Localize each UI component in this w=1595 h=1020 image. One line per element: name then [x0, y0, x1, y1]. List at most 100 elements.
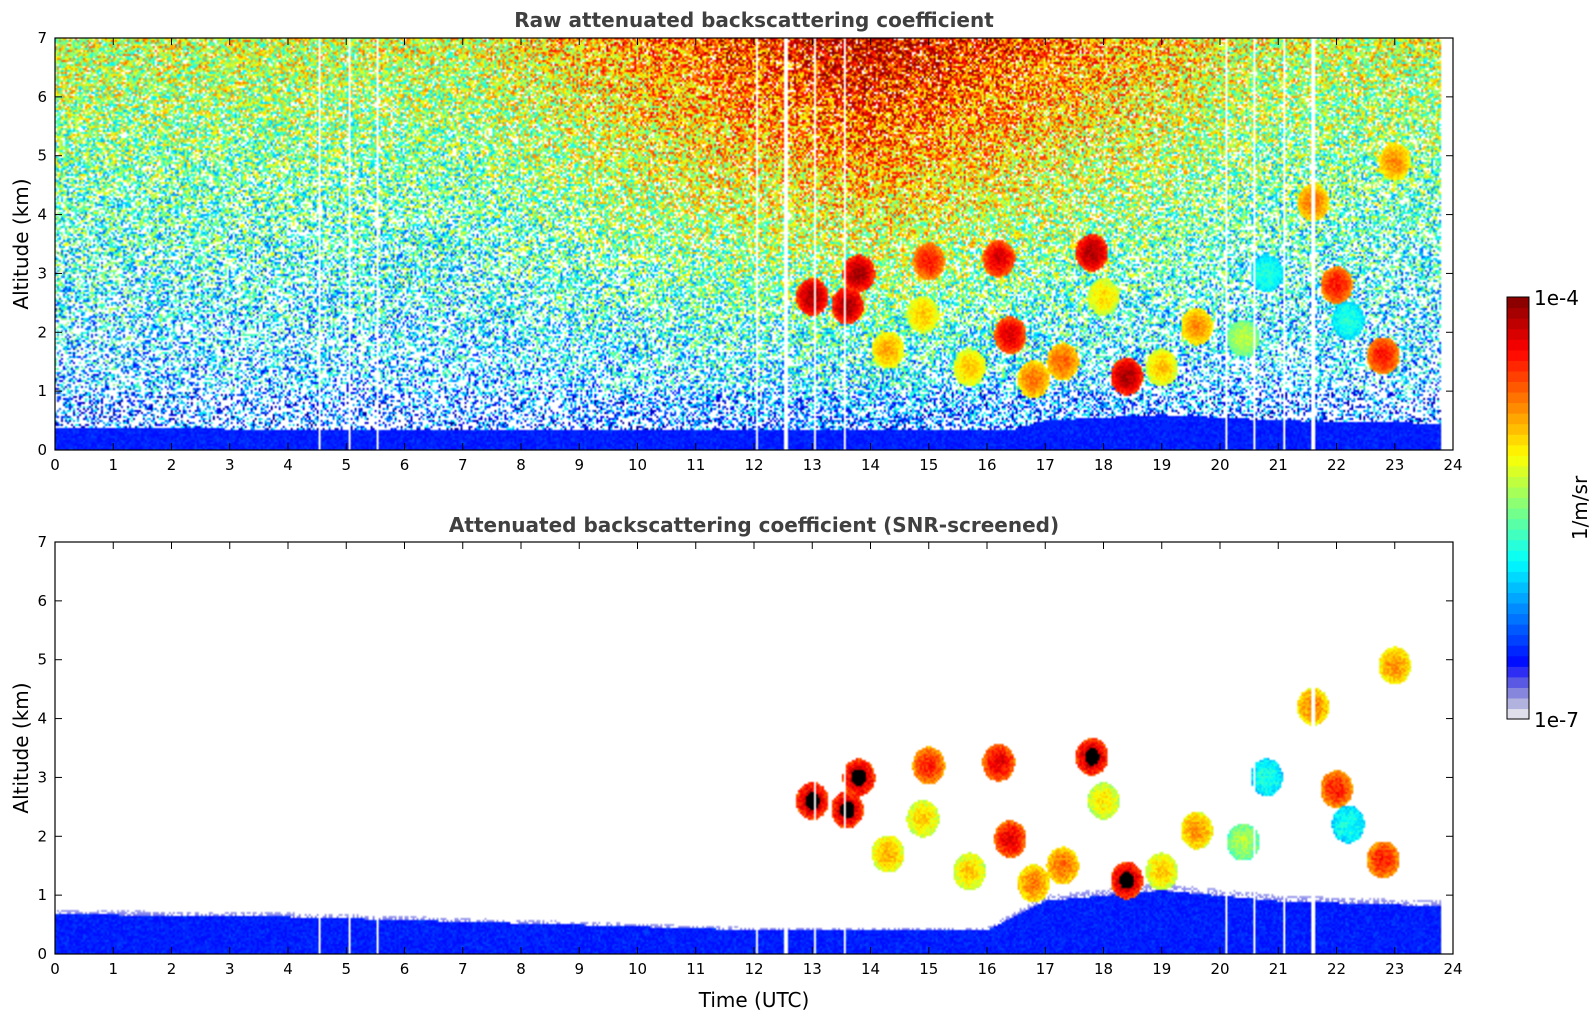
colorbar-level — [1507, 655, 1529, 667]
colorbar-level — [1507, 423, 1529, 435]
panel-screened-ytick-label: 4 — [37, 710, 47, 728]
panel-raw-xtick-label: 8 — [516, 456, 526, 474]
panel-screened-title: Attenuated backscattering coefficient (S… — [449, 513, 1059, 537]
panel-raw-xtick-label: 12 — [744, 456, 763, 474]
panel-raw-ytick-label: 5 — [37, 147, 47, 165]
panel-raw-ytick-label: 3 — [37, 264, 47, 282]
panel-raw-xtick-label: 3 — [225, 456, 235, 474]
panel-screened-xtick-label: 13 — [803, 960, 822, 978]
panel-screened-ytick-label: 2 — [37, 827, 47, 845]
panel-screened-xtick-label: 18 — [1094, 960, 1113, 978]
colorbar-level — [1507, 497, 1529, 509]
panel-raw-y-ticks: 0 1 2 3 4 5 6 7 — [37, 29, 1453, 459]
colorbar-level — [1507, 339, 1529, 351]
panel-screened-xtick-label: 16 — [977, 960, 996, 978]
panel-raw-ytick-label: 7 — [37, 29, 47, 47]
panel-raw-ytick-label: 6 — [37, 88, 47, 106]
panel-screened-xtick-label: 3 — [225, 960, 235, 978]
panel-raw-xtick-label: 18 — [1094, 456, 1113, 474]
panel-raw-ytick-label: 1 — [37, 382, 47, 400]
panel-raw-xtick-label: 21 — [1269, 456, 1288, 474]
colorbar-level — [1507, 550, 1529, 562]
panel-raw-xtick-label: 4 — [283, 456, 293, 474]
panel-screened-xtick-label: 7 — [458, 960, 468, 978]
colorbar-min-label: 1e-7 — [1534, 708, 1579, 732]
panel-screened-ylabel: Altitude (km) — [9, 682, 33, 813]
colorbar-level — [1507, 529, 1529, 541]
panel-screened-heatmap — [55, 542, 1453, 954]
colorbar-level — [1507, 328, 1529, 340]
colorbar-level — [1507, 455, 1529, 467]
colorbar-level — [1507, 318, 1529, 330]
panel-raw-heatmap — [55, 38, 1453, 450]
colorbar-level — [1507, 381, 1529, 393]
colorbar-level — [1507, 687, 1529, 699]
colorbar-level — [1507, 360, 1529, 372]
colorbar-level — [1507, 560, 1529, 572]
panel-raw-title: Raw attenuated backscattering coefficien… — [514, 8, 994, 32]
panel-screened-xtick-label: 17 — [1036, 960, 1055, 978]
panel-screened-xtick-label: 15 — [919, 960, 938, 978]
panel-raw-ytick-label: 0 — [37, 441, 47, 459]
panel-raw-heatmap-image — [55, 38, 1453, 450]
panel-raw-xtick-label: 9 — [574, 456, 584, 474]
panel-raw-xtick-label: 16 — [977, 456, 996, 474]
panel-raw-xtick-label: 23 — [1385, 456, 1404, 474]
colorbar-levels — [1507, 297, 1529, 720]
panel-raw-xtick-label: 24 — [1443, 456, 1462, 474]
panel-raw-xtick-label: 6 — [400, 456, 410, 474]
panel-raw: Raw attenuated backscattering coefficien… — [9, 8, 1463, 474]
panel-raw-xtick-label: 11 — [686, 456, 705, 474]
colorbar-level — [1507, 666, 1529, 678]
colorbar-level — [1507, 697, 1529, 710]
panel-screened-xtick-label: 19 — [1152, 960, 1171, 978]
colorbar-level — [1507, 592, 1529, 604]
colorbar-level — [1507, 391, 1529, 404]
colorbar-level — [1507, 444, 1529, 456]
colorbar-frame — [1506, 296, 1530, 720]
panel-screened-heatmap-image — [55, 542, 1453, 954]
colorbar-level — [1507, 370, 1529, 382]
colorbar-level — [1507, 486, 1529, 499]
colorbar-level — [1507, 413, 1529, 425]
panel-screened-xtick-label: 4 — [283, 960, 293, 978]
panel-screened-xtick-label: 21 — [1269, 960, 1288, 978]
panel-screened-xtick-label: 20 — [1210, 960, 1229, 978]
panel-screened-xtick-label: 9 — [574, 960, 584, 978]
panel-raw-x-ticks: 0 1 2 3 4 5 6 7 8 9 10 11 12 13 14 15 16 17 18 19 20 21 22 23 24 — [50, 38, 1463, 474]
colorbar-level — [1507, 465, 1529, 477]
panel-raw-xtick-label: 14 — [861, 456, 880, 474]
panel-screened-ytick-label: 5 — [37, 651, 47, 669]
panel-screened-ytick-label: 1 — [37, 886, 47, 904]
colorbar-level — [1507, 708, 1529, 720]
colorbar-level — [1507, 539, 1529, 551]
colorbar-level — [1507, 624, 1529, 636]
panel-raw-xtick-label: 1 — [108, 456, 118, 474]
panel-screened-xtick-label: 14 — [861, 960, 880, 978]
panel-screened-y-ticks: 0 1 2 3 4 5 6 7 — [37, 533, 1453, 963]
panel-raw-xtick-label: 2 — [167, 456, 177, 474]
colorbar: 1e-4 1e-7 1/m/sr — [1506, 286, 1592, 732]
panel-screened-xtick-label: 23 — [1385, 960, 1404, 978]
panel-raw-xtick-label: 15 — [919, 456, 938, 474]
panel-screened-xtick-label: 0 — [50, 960, 60, 978]
colorbar-level — [1507, 297, 1529, 309]
panel-screened-xtick-label: 6 — [400, 960, 410, 978]
colorbar-level — [1507, 434, 1529, 446]
panel-screened-xtick-label: 1 — [108, 960, 118, 978]
panel-raw-xtick-label: 13 — [803, 456, 822, 474]
panel-raw-xtick-label: 20 — [1210, 456, 1229, 474]
panel-screened-xtick-label: 5 — [341, 960, 351, 978]
panel-screened-ytick-label: 3 — [37, 768, 47, 786]
colorbar-level — [1507, 571, 1529, 583]
colorbar-level — [1507, 518, 1529, 530]
panel-raw-xtick-label: 0 — [50, 456, 60, 474]
panel-raw-xtick-label: 10 — [628, 456, 647, 474]
panel-screened-ytick-label: 7 — [37, 533, 47, 551]
panel-screened-ytick-label: 6 — [37, 592, 47, 610]
panel-raw-xtick-label: 19 — [1152, 456, 1171, 474]
panel-screened: Attenuated backscattering coefficient (S… — [9, 513, 1463, 1012]
colorbar-level — [1507, 508, 1529, 520]
panel-screened-x-ticks: 0 1 2 3 4 5 6 7 8 9 10 11 12 13 14 15 16 17 18 19 20 21 22 23 24 — [50, 542, 1463, 978]
